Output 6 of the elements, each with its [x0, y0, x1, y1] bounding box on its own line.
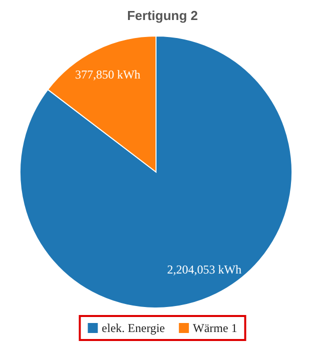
pie-slice	[20, 36, 292, 308]
data-label: 2,204,053 kWh	[167, 262, 242, 277]
legend-label: Wärme 1	[192, 321, 238, 336]
legend-label: elek. Energie	[102, 321, 165, 336]
data-label: 377,850 kWh	[75, 68, 140, 82]
chart-title: Fertigung 2	[127, 8, 198, 23]
